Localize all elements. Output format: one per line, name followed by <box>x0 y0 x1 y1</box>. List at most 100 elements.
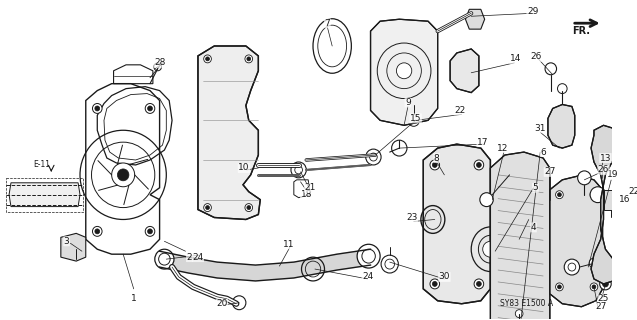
Circle shape <box>589 258 599 268</box>
Polygon shape <box>423 144 490 304</box>
Text: 16: 16 <box>619 195 631 204</box>
Circle shape <box>148 229 152 234</box>
Circle shape <box>117 169 129 181</box>
Polygon shape <box>450 49 479 92</box>
Text: 18: 18 <box>301 190 312 199</box>
Circle shape <box>145 227 155 236</box>
Text: 26: 26 <box>598 165 609 174</box>
Text: E-11: E-11 <box>33 160 50 170</box>
Circle shape <box>247 57 251 61</box>
Text: 31: 31 <box>534 124 546 133</box>
Polygon shape <box>603 190 625 210</box>
Text: 23: 23 <box>406 213 417 222</box>
Polygon shape <box>550 176 603 307</box>
Circle shape <box>483 241 498 257</box>
Text: 19: 19 <box>607 170 619 180</box>
Circle shape <box>92 103 102 113</box>
Circle shape <box>592 285 596 289</box>
Circle shape <box>154 63 162 71</box>
Polygon shape <box>591 125 616 284</box>
Text: SY83 E1500 A: SY83 E1500 A <box>500 299 554 308</box>
Polygon shape <box>466 9 485 29</box>
Circle shape <box>95 106 99 111</box>
Circle shape <box>476 281 482 286</box>
Text: 29: 29 <box>527 7 538 16</box>
Text: 21: 21 <box>304 183 316 192</box>
Circle shape <box>592 193 596 197</box>
Circle shape <box>111 163 134 187</box>
Circle shape <box>95 229 99 234</box>
Circle shape <box>247 206 251 210</box>
Circle shape <box>433 281 437 286</box>
Text: 28: 28 <box>154 58 165 67</box>
Circle shape <box>206 206 210 210</box>
Text: 7: 7 <box>324 19 330 28</box>
Polygon shape <box>548 105 575 148</box>
Circle shape <box>148 106 152 111</box>
Text: 30: 30 <box>439 272 450 282</box>
Circle shape <box>474 279 483 289</box>
Circle shape <box>392 140 407 156</box>
Text: 2: 2 <box>187 253 192 262</box>
Circle shape <box>233 296 246 310</box>
Text: 27: 27 <box>595 302 606 311</box>
Text: 10: 10 <box>238 164 250 172</box>
Text: 12: 12 <box>497 144 508 153</box>
Circle shape <box>430 279 440 289</box>
Circle shape <box>408 114 419 126</box>
Circle shape <box>366 149 381 165</box>
Circle shape <box>599 278 612 290</box>
Polygon shape <box>61 233 86 261</box>
Circle shape <box>476 163 482 167</box>
Circle shape <box>590 187 605 203</box>
Polygon shape <box>490 152 550 320</box>
Text: 27: 27 <box>544 167 555 176</box>
Circle shape <box>206 57 210 61</box>
Text: FR.: FR. <box>573 26 590 36</box>
Polygon shape <box>371 19 438 125</box>
Text: 5: 5 <box>533 183 538 192</box>
Text: 14: 14 <box>510 54 521 63</box>
Circle shape <box>357 244 380 268</box>
Circle shape <box>291 162 306 178</box>
Text: 15: 15 <box>410 114 421 123</box>
Circle shape <box>557 193 561 197</box>
Circle shape <box>381 255 398 273</box>
Circle shape <box>145 103 155 113</box>
Polygon shape <box>9 183 80 207</box>
Circle shape <box>578 171 591 185</box>
Circle shape <box>557 285 561 289</box>
Circle shape <box>480 193 493 207</box>
Circle shape <box>430 160 440 170</box>
Polygon shape <box>198 46 261 220</box>
Text: 22: 22 <box>629 187 637 196</box>
Circle shape <box>590 283 598 291</box>
Circle shape <box>545 63 557 75</box>
Circle shape <box>245 204 253 212</box>
Text: 8: 8 <box>434 154 440 163</box>
Circle shape <box>474 160 483 170</box>
Circle shape <box>555 283 563 291</box>
Circle shape <box>590 191 598 199</box>
Text: 1: 1 <box>131 294 136 303</box>
Text: 22: 22 <box>454 106 466 115</box>
Text: 4: 4 <box>531 223 536 232</box>
Text: 13: 13 <box>599 154 611 163</box>
Text: 20: 20 <box>216 299 227 308</box>
Circle shape <box>396 63 412 79</box>
Circle shape <box>555 191 563 199</box>
Text: 24: 24 <box>362 272 373 282</box>
Circle shape <box>204 55 211 63</box>
Circle shape <box>515 310 523 318</box>
Polygon shape <box>160 249 371 281</box>
Text: 3: 3 <box>64 237 69 246</box>
Circle shape <box>155 249 174 269</box>
Text: 17: 17 <box>477 138 489 147</box>
Circle shape <box>92 227 102 236</box>
Circle shape <box>204 204 211 212</box>
Circle shape <box>433 163 437 167</box>
Text: 9: 9 <box>405 98 411 107</box>
Text: 6: 6 <box>540 148 546 156</box>
Circle shape <box>245 55 253 63</box>
Circle shape <box>564 259 580 275</box>
